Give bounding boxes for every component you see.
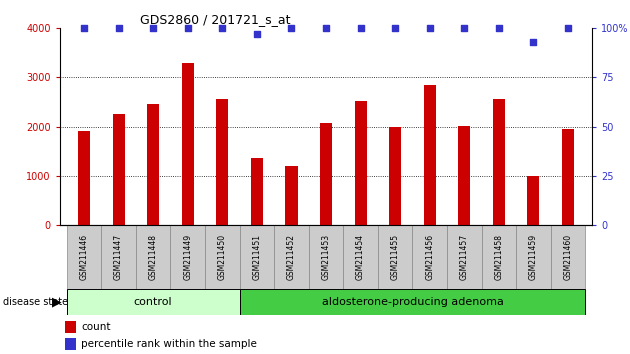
Bar: [551, 225, 585, 289]
Point: [321, 25, 331, 31]
Bar: [251, 159, 263, 225]
Text: GSM211459: GSM211459: [529, 234, 538, 280]
Point: [390, 25, 400, 31]
Bar: [65, 321, 76, 333]
Bar: [205, 225, 239, 289]
Text: GSM211450: GSM211450: [218, 234, 227, 280]
Bar: [424, 85, 436, 225]
Point: [183, 25, 193, 31]
Bar: [343, 225, 378, 289]
Bar: [413, 225, 447, 289]
Text: disease state: disease state: [3, 297, 68, 307]
Text: GSM211453: GSM211453: [321, 234, 331, 280]
Bar: [447, 225, 481, 289]
Text: count: count: [81, 322, 111, 332]
Text: GSM211457: GSM211457: [460, 234, 469, 280]
Text: GSM211452: GSM211452: [287, 234, 296, 280]
Bar: [481, 225, 516, 289]
Bar: [274, 225, 309, 289]
Bar: [285, 166, 297, 225]
Bar: [101, 225, 136, 289]
Bar: [493, 98, 505, 225]
Bar: [67, 225, 101, 289]
Bar: [378, 225, 413, 289]
Point: [563, 25, 573, 31]
Bar: [320, 122, 332, 225]
Point: [252, 32, 262, 37]
Text: GSM211448: GSM211448: [149, 234, 158, 280]
Text: GSM211460: GSM211460: [563, 234, 573, 280]
Bar: [147, 104, 159, 225]
Bar: [216, 98, 228, 225]
Text: GSM211454: GSM211454: [356, 234, 365, 280]
Text: GSM211447: GSM211447: [114, 234, 123, 280]
Point: [494, 25, 504, 31]
Point: [355, 25, 365, 31]
Point: [287, 25, 297, 31]
Point: [459, 25, 469, 31]
Bar: [239, 289, 585, 315]
Point: [217, 25, 227, 31]
Point: [529, 39, 539, 45]
Text: GSM211458: GSM211458: [495, 234, 503, 280]
Bar: [516, 225, 551, 289]
Bar: [78, 131, 90, 225]
Text: GDS2860 / 201721_s_at: GDS2860 / 201721_s_at: [140, 13, 290, 26]
Bar: [239, 225, 274, 289]
Point: [79, 25, 89, 31]
Bar: [171, 225, 205, 289]
Bar: [562, 129, 574, 225]
Bar: [181, 63, 194, 225]
Bar: [355, 101, 367, 225]
Text: percentile rank within the sample: percentile rank within the sample: [81, 339, 257, 349]
Text: control: control: [134, 297, 173, 307]
Text: GSM211456: GSM211456: [425, 234, 434, 280]
Point: [148, 25, 158, 31]
Bar: [65, 338, 76, 350]
Bar: [113, 114, 125, 225]
Bar: [389, 126, 401, 225]
Bar: [67, 289, 239, 315]
Bar: [309, 225, 343, 289]
Text: GSM211455: GSM211455: [391, 234, 399, 280]
Point: [113, 25, 123, 31]
Bar: [458, 126, 471, 225]
Text: GSM211446: GSM211446: [79, 234, 89, 280]
Bar: [136, 225, 171, 289]
Point: [425, 25, 435, 31]
Bar: [527, 176, 539, 225]
Text: GSM211451: GSM211451: [253, 234, 261, 280]
Text: GSM211449: GSM211449: [183, 234, 192, 280]
Text: aldosterone-producing adenoma: aldosterone-producing adenoma: [321, 297, 503, 307]
Text: ▶: ▶: [52, 295, 61, 308]
